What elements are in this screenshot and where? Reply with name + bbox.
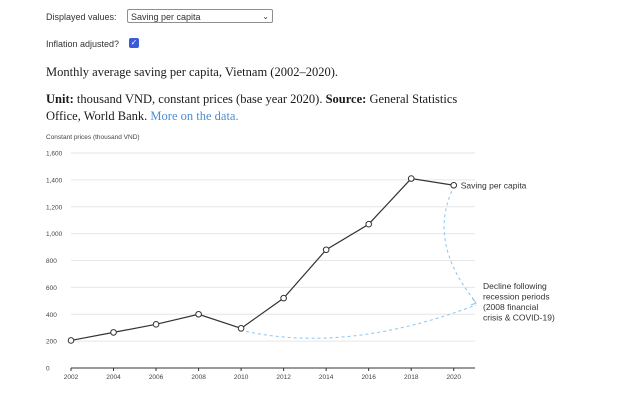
data-point — [407, 175, 415, 182]
x-tick-label: 2002 — [64, 374, 79, 381]
annotation-arrow-2008 — [246, 304, 477, 339]
data-point — [67, 337, 75, 344]
chevron-down-icon: ⌄ — [262, 12, 269, 21]
x-tick-label: 2010 — [234, 374, 249, 381]
x-tick-label: 2012 — [276, 374, 291, 381]
y-tick-label: 400 — [46, 312, 57, 319]
y-tick-label: 600 — [46, 285, 57, 292]
data-point — [322, 246, 330, 254]
unit-text: thousand VND, constant prices (base year… — [76, 92, 323, 106]
y-axis-label: Constant prices (thousand VND) — [46, 134, 140, 141]
more-on-data-link[interactable]: More on the data. — [150, 109, 239, 123]
chart-subtitle: Unit: thousand VND, constant prices (bas… — [46, 91, 466, 125]
inflation-adjusted-checkbox[interactable]: ✓ — [129, 38, 139, 48]
data-point — [195, 310, 202, 318]
data-point — [152, 321, 160, 328]
displayed-values-selected: Saving per capita — [131, 12, 201, 22]
annotation-text-line: (2008 financial — [483, 302, 538, 312]
x-tick-label: 2016 — [361, 374, 376, 381]
y-tick-label: 0 — [46, 366, 50, 373]
annotation-text-line: recession periods — [483, 292, 550, 302]
y-tick-label: 200 — [46, 339, 57, 346]
data-point — [280, 294, 287, 302]
series-line — [70, 177, 454, 342]
displayed-values-label: Displayed values: — [46, 12, 117, 22]
data-point — [237, 325, 245, 332]
source-label: Source: — [325, 92, 367, 106]
series-label: Saving per capita — [461, 180, 527, 190]
unit-label: Unit: — [46, 92, 74, 106]
y-tick-label: 800 — [46, 258, 57, 265]
x-tick-label: 2014 — [319, 374, 334, 381]
x-tick-label: 2008 — [191, 374, 206, 381]
series-layer: Saving per capita — [67, 175, 527, 344]
annotation-text-line: crisis & COVID-19) — [483, 313, 555, 323]
x-tick-label: 2004 — [106, 374, 121, 381]
checkmark-icon: ✓ — [130, 38, 138, 47]
displayed-values-select[interactable]: Saving per capita ⌄ — [127, 9, 273, 23]
annotation-text-line: Decline following — [483, 281, 547, 291]
data-point — [450, 181, 458, 189]
chart-title: Monthly average saving per capita, Vietn… — [46, 65, 338, 79]
inflation-adjusted-label: Inflation adjusted? — [46, 39, 120, 49]
y-tick-label: 1,200 — [46, 204, 63, 211]
y-tick-label: 1,600 — [46, 151, 63, 158]
axes: 0 200 400 600 800 1,000 1,200 1,400 1,600 2002 200… — [46, 151, 475, 381]
gridlines — [71, 152, 475, 342]
y-tick-label: 1,400 — [46, 177, 63, 184]
arrowhead — [470, 297, 477, 306]
x-tick-label: 2020 — [447, 374, 462, 381]
displayed-values-control: Displayed values: Saving per capita ⌄ — [46, 9, 273, 23]
x-tick-label: 2006 — [149, 374, 164, 381]
annotation-arrow-covid — [443, 191, 476, 302]
x-tick-label: 2018 — [404, 374, 419, 381]
data-point — [365, 220, 372, 228]
y-tick-label: 1,000 — [46, 231, 63, 238]
data-point — [110, 329, 117, 336]
source-text: General Statistics Office, World Bank. — [46, 92, 458, 123]
inflation-control: Inflation adjusted? ✓ — [46, 38, 139, 49]
